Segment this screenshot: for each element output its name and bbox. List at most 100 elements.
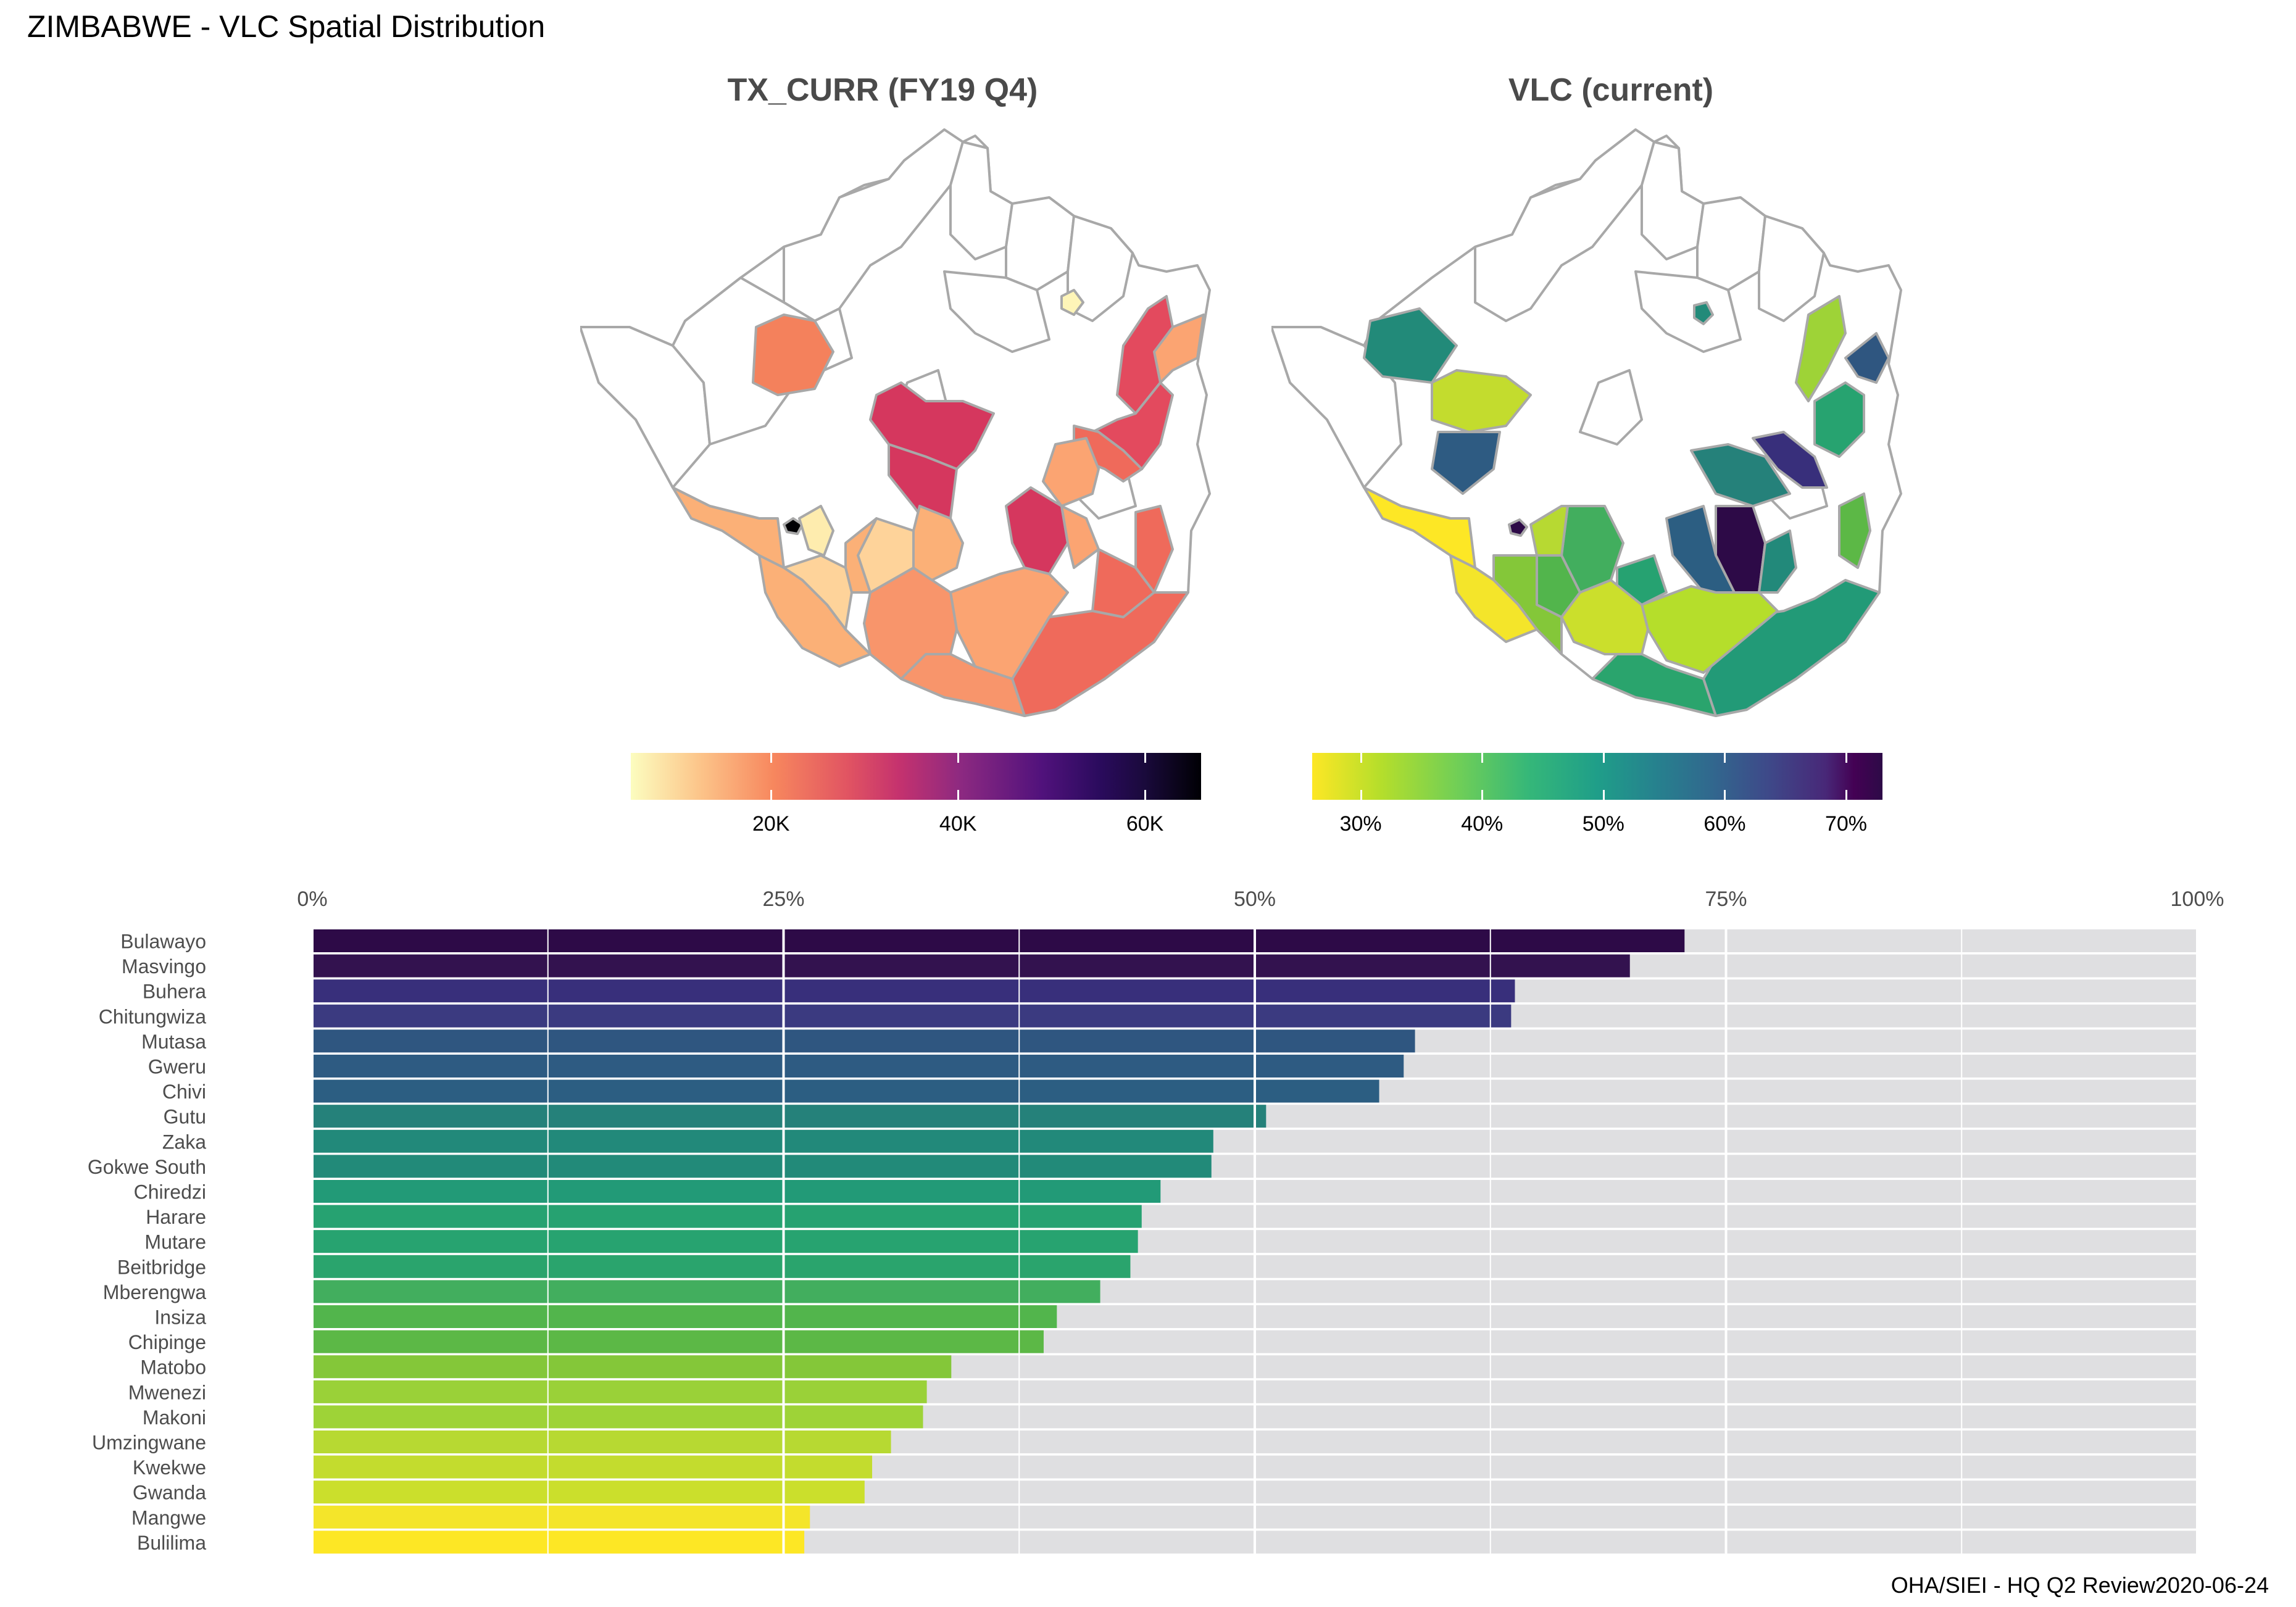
category-label: Zaka bbox=[162, 1131, 206, 1153]
legend-tick-mark bbox=[1481, 790, 1484, 800]
legend-tick-mark bbox=[957, 790, 960, 800]
category-label: Mangwe bbox=[131, 1506, 206, 1529]
bar bbox=[312, 1405, 923, 1429]
category-label: Beitbridge bbox=[117, 1256, 206, 1278]
district-gutu bbox=[1060, 505, 1100, 569]
x-tick-label: 75% bbox=[1705, 887, 1747, 911]
district-mutare bbox=[1813, 381, 1865, 458]
x-tick-label: 25% bbox=[762, 887, 804, 911]
legend-tick-mark bbox=[1360, 753, 1362, 763]
legend-tick-mark bbox=[1845, 753, 1848, 763]
vlc-legend-colorbar bbox=[1312, 753, 1882, 800]
category-label: Harare bbox=[146, 1206, 206, 1228]
district-mwenezi bbox=[1641, 585, 1779, 674]
district-buhera bbox=[1752, 431, 1828, 489]
district-chitungwiza bbox=[1060, 289, 1084, 316]
legend-tick-label: 30% bbox=[1339, 812, 1382, 836]
district-kwekwe bbox=[1431, 369, 1532, 433]
legend-tick-mark bbox=[1144, 790, 1147, 800]
bar bbox=[312, 1055, 1404, 1078]
legend-tick-label: 60% bbox=[1703, 812, 1746, 836]
category-label: Chitungwiza bbox=[99, 1005, 207, 1028]
caption: OHA/SIEI - HQ Q2 Review2020-06-24 bbox=[1890, 1572, 2269, 1598]
legend-tick-mark bbox=[1602, 753, 1605, 763]
district-gwanda bbox=[1560, 579, 1649, 655]
district-gokwe-north bbox=[752, 314, 834, 396]
bar bbox=[312, 1155, 1212, 1178]
legend-tick-mark bbox=[1602, 790, 1605, 800]
district-mutare-north bbox=[1844, 332, 1890, 384]
legend-tick-mark bbox=[1724, 790, 1726, 800]
map-title-tx-curr: TX_CURR (FY19 Q4) bbox=[727, 72, 1038, 108]
district-zaka bbox=[1758, 529, 1797, 594]
category-label: Gokwe South bbox=[88, 1156, 206, 1178]
bar bbox=[312, 1180, 1161, 1203]
bar bbox=[312, 1431, 891, 1453]
category-label: Mberengwa bbox=[103, 1281, 206, 1303]
district-umguza bbox=[798, 505, 834, 557]
bar bbox=[312, 1480, 865, 1504]
bar bbox=[312, 1280, 1100, 1303]
category-label: Chivi bbox=[162, 1081, 206, 1103]
legend-tick-mark bbox=[957, 753, 960, 763]
legend-tick-mark bbox=[1845, 790, 1848, 800]
category-label: Matobo bbox=[140, 1356, 206, 1379]
bar bbox=[312, 1230, 1138, 1253]
category-label: Gweru bbox=[148, 1056, 206, 1078]
category-label: Buhera bbox=[143, 981, 206, 1003]
category-label: Mwenezi bbox=[128, 1381, 206, 1403]
category-label: Bulawayo bbox=[120, 931, 206, 953]
category-label: Gwanda bbox=[133, 1482, 206, 1504]
category-label: Insiza bbox=[154, 1306, 206, 1329]
bar bbox=[312, 1004, 1512, 1028]
tx-curr-choropleth-map bbox=[580, 128, 1211, 717]
category-label: Masvingo bbox=[122, 955, 206, 978]
bar bbox=[312, 1105, 1267, 1128]
bar bbox=[312, 1505, 810, 1529]
map-title-vlc: VLC (current) bbox=[1508, 72, 1714, 108]
bar bbox=[312, 1255, 1131, 1278]
district-mangwe bbox=[758, 554, 871, 668]
page-title: ZIMBABWE - VLC Spatial Distribution bbox=[27, 9, 546, 44]
district-chirumanzu bbox=[1005, 486, 1069, 575]
bar bbox=[312, 979, 1515, 1003]
bar bbox=[312, 1380, 927, 1403]
vlc-bar-chart: 0% 25% 50% 75% 100%BulawayoMasvingoBuheraChi… bbox=[88, 887, 2224, 1561]
bar bbox=[312, 1330, 1044, 1353]
legend-tick-mark bbox=[1724, 753, 1726, 763]
legend-tick-mark bbox=[1481, 753, 1484, 763]
x-tick-label: 100% bbox=[2171, 887, 2224, 911]
district-mwenezi bbox=[949, 567, 1069, 680]
category-label: Kwekwe bbox=[133, 1456, 206, 1479]
x-tick-label: 50% bbox=[1234, 887, 1276, 911]
legend-tick-label: 20K bbox=[752, 812, 790, 836]
legend-tick-mark bbox=[770, 790, 773, 800]
district-mutasa bbox=[1795, 295, 1847, 402]
category-label: Umzingwane bbox=[92, 1432, 206, 1454]
district-bulawayo bbox=[1508, 518, 1528, 537]
bar bbox=[312, 1029, 1415, 1053]
bar bbox=[312, 954, 1630, 978]
category-label: Gutu bbox=[164, 1106, 206, 1128]
legend-tick-label: 70% bbox=[1824, 812, 1868, 836]
district-chitungwiza bbox=[1693, 301, 1714, 325]
district-gweru bbox=[1042, 437, 1100, 507]
legend-tick-label: 40K bbox=[939, 812, 977, 836]
district-bulawayo bbox=[783, 517, 804, 535]
category-label: Mutasa bbox=[141, 1031, 206, 1053]
x-tick-label: 0% bbox=[297, 887, 327, 911]
bar bbox=[312, 1205, 1142, 1228]
category-label: Bulilima bbox=[137, 1532, 206, 1554]
district-gokwe-south bbox=[1431, 431, 1501, 495]
bar bbox=[312, 1305, 1057, 1328]
legend-tick-label: 40% bbox=[1461, 812, 1504, 836]
category-label: Chipinge bbox=[128, 1331, 206, 1353]
category-label: Chiredzi bbox=[134, 1181, 206, 1203]
tx-curr-legend-colorbar bbox=[631, 753, 1201, 800]
district-mangwe bbox=[1449, 554, 1538, 643]
district-chipinge bbox=[1134, 505, 1174, 594]
bar bbox=[312, 929, 1685, 952]
category-label: Mutare bbox=[144, 1231, 206, 1253]
legend-tick-mark bbox=[1360, 790, 1362, 800]
bar bbox=[312, 1455, 873, 1479]
